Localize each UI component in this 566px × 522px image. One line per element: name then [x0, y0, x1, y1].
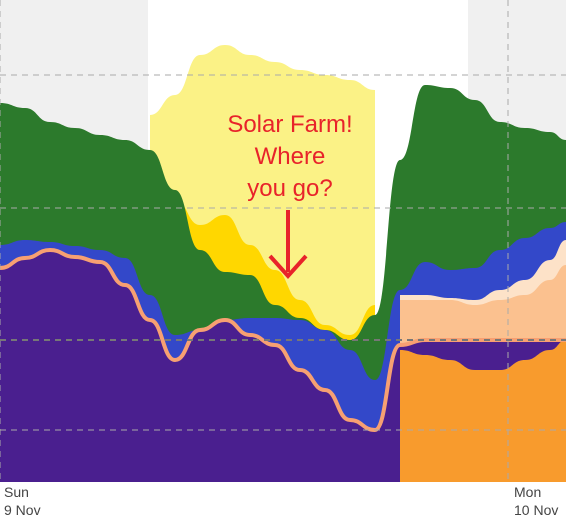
annotation-arrow-icon [268, 210, 308, 279]
x-tick-label-sun-date: 9 Nov [4, 502, 41, 518]
annotation-line-3: you go? [247, 175, 332, 202]
annotation-line-1: Solar Farm! [227, 111, 352, 138]
area-export-orange [400, 340, 566, 482]
x-tick-label-sun-day: Sun [4, 484, 29, 500]
x-tick-label-mon-day: Mon [514, 484, 541, 500]
annotation-line-2: Where [255, 143, 326, 170]
x-tick-label-mon-date: 10 Nov [514, 502, 558, 518]
